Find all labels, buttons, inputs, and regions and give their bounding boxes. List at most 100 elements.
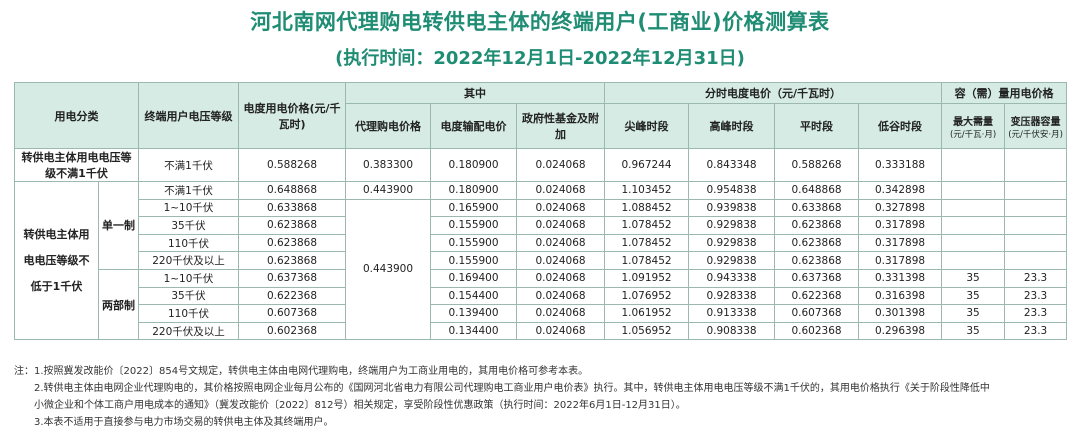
cell-price: 0.602368 [238, 321, 346, 341]
cell-agent: 0.383300 [345, 148, 431, 182]
cell-sharp: 1.078452 [604, 233, 690, 253]
cell-flat: 0.588268 [774, 148, 860, 182]
cell-transformer [1004, 233, 1068, 253]
cell-peak: 0.913338 [688, 304, 776, 323]
cell-valley: 0.342898 [858, 181, 943, 200]
cell-trans: 0.139400 [430, 304, 517, 323]
cell-fund: 0.024068 [515, 321, 606, 341]
cell-transformer: 23.3 [1004, 268, 1068, 288]
header-category: 用电分类 [14, 82, 139, 149]
cell-peak: 0.928338 [688, 286, 776, 306]
cell-trans: 0.155900 [430, 251, 517, 270]
cell-voltage: 1~10千伏 [138, 268, 239, 288]
cell-transformer [1004, 148, 1068, 182]
cell-valley: 0.301398 [858, 304, 943, 323]
cell-flat: 0.633868 [774, 198, 860, 218]
cell-max-demand: 35 [941, 304, 1006, 323]
header-transformer: 变压器容量 (元/千伏安·月) [1004, 103, 1068, 149]
header-transmission: 电度输配电价 [430, 103, 517, 149]
cell-fund: 0.024068 [515, 198, 606, 218]
header-among: 其中 [344, 82, 606, 104]
cell-trans: 0.154400 [430, 286, 517, 306]
cell-voltage: 1~10千伏 [138, 198, 239, 218]
cell-fund: 0.024068 [515, 286, 606, 306]
cell-valley: 0.296398 [858, 321, 943, 341]
cell-max-demand [941, 181, 1006, 200]
header-valley: 低谷时段 [858, 103, 943, 149]
cell-sharp: 1.078452 [604, 251, 690, 270]
table-row: 转供电主体用电电压等级不低于1千伏 单一制 不满1千伏 0.648868 0.44390… [14, 180, 1068, 341]
group2-label: 转供电主体用电电压等级不低于1千伏 [14, 180, 99, 341]
cell-peak: 0.939838 [688, 198, 776, 218]
table-row: 两部制 1~10千伏 0.637368 0.169400 0.024068 1.09195… [15, 268, 1068, 341]
cell-max-demand [941, 251, 1006, 270]
cell-peak: 0.929838 [688, 251, 776, 270]
cell-voltage: 35千伏 [138, 286, 239, 306]
note-2-cont: 小微企业和个体工商户用电成本的通知》（冀发改能价〔2022〕812号）相关规定，… [34, 400, 686, 411]
max-demand-unit: (元/千瓦·月) [949, 129, 997, 140]
cell-fund: 0.024068 [515, 251, 606, 270]
cell-transformer [1004, 181, 1068, 200]
cell-peak: 0.929838 [688, 233, 776, 253]
cell-trans: 0.134400 [430, 321, 517, 341]
header-peak: 高峰时段 [688, 103, 776, 149]
cell-price: 0.607368 [238, 304, 346, 323]
cell-sharp: 1.078452 [604, 216, 690, 235]
cell-trans: 0.180900 [430, 181, 517, 200]
cell-voltage: 35千伏 [138, 216, 239, 235]
cell-transformer [1004, 251, 1068, 270]
table-row: 35千伏 0.622368 0.154400 0.024068 1.076952 0.92… [15, 286, 1068, 306]
table-row: 220千伏及以上 0.602368 0.134400 0.024068 1.056952… [15, 321, 1068, 341]
cell-sharp: 1.076952 [604, 286, 690, 306]
cell-max-demand [941, 216, 1006, 235]
cell-flat: 0.602368 [774, 321, 860, 341]
cell-voltage: 220千伏及以上 [138, 321, 239, 341]
header-voltage: 终端用户电压等级 [138, 82, 239, 149]
note-2: 2.转供电主体由电网企业代理购电的，其价格按照电网企业每月公布的《国网河北省电力… [34, 383, 990, 394]
cell-fund: 0.024068 [515, 181, 606, 200]
cell-sharp: 1.088452 [604, 198, 690, 218]
notes: 注：1.按照冀发改能价〔2022〕854号文规定，转供电主体由电网代理购电，终端… [14, 363, 1066, 431]
cell-sharp: 0.967244 [604, 148, 690, 182]
cell-price: 0.633868 [238, 198, 346, 218]
table-row: 220千伏及以上 0.623868 0.155900 0.024068 1.078452… [15, 251, 1068, 270]
table-row: 110千伏 0.607368 0.139400 0.024068 1.061952 0.9… [15, 304, 1068, 323]
note-1: 注：1.按照冀发改能价〔2022〕854号文规定，转供电主体由电网代理购电，终端… [14, 366, 589, 377]
cell-price: 0.623868 [238, 216, 346, 235]
cell-fund: 0.024068 [515, 304, 606, 323]
cell-valley: 0.317898 [858, 251, 943, 270]
cell-voltage: 不满1千伏 [138, 148, 239, 182]
cell-transformer [1004, 198, 1068, 218]
price-table: 用电分类 终端用户电压等级 电度用电价格(元/千瓦时) 其中 分时电度电价（元/… [14, 82, 1068, 341]
cell-max-demand: 35 [941, 268, 1006, 288]
group2-body: 转供电主体用电电压等级不低于1千伏 单一制 不满1千伏 0.648868 0.44390… [14, 180, 1068, 341]
table-row: 35千伏 0.623868 0.155900 0.024068 1.078452 0.92… [15, 216, 1068, 235]
cell-max-demand: 35 [941, 286, 1006, 306]
cell-flat: 0.622368 [774, 286, 860, 306]
header-flat: 平时段 [774, 103, 860, 149]
cell-sharp: 1.103452 [604, 181, 690, 200]
cell-transformer: 23.3 [1004, 321, 1068, 341]
cell-valley: 0.317898 [858, 216, 943, 235]
cell-fund: 0.024068 [515, 216, 606, 235]
cell-price: 0.622368 [238, 286, 346, 306]
cell-voltage: 110千伏 [138, 304, 239, 323]
cell-peak: 0.943338 [688, 268, 776, 288]
cell-valley: 0.327898 [858, 198, 943, 218]
single-system-label: 单一制 [98, 181, 139, 270]
cell-trans: 0.155900 [430, 233, 517, 253]
cell-flat: 0.623868 [774, 233, 860, 253]
header-price: 电度用电价格(元/千瓦时) [238, 82, 346, 149]
transformer-unit: (元/千伏安·月) [1008, 129, 1063, 140]
cell-valley: 0.333188 [858, 148, 943, 182]
group1-label: 转供电主体用电电压等级不满1千伏 [14, 148, 139, 182]
cell-fund: 0.024068 [515, 233, 606, 253]
cell-peak: 0.929838 [688, 216, 776, 235]
cell-trans: 0.180900 [430, 148, 517, 182]
cell-price: 0.648868 [238, 181, 346, 200]
cell-flat: 0.607368 [774, 304, 860, 323]
cell-price: 0.637368 [238, 268, 346, 288]
cell-flat: 0.648868 [774, 181, 860, 200]
cell-trans: 0.155900 [430, 216, 517, 235]
cell-flat: 0.623868 [774, 216, 860, 235]
